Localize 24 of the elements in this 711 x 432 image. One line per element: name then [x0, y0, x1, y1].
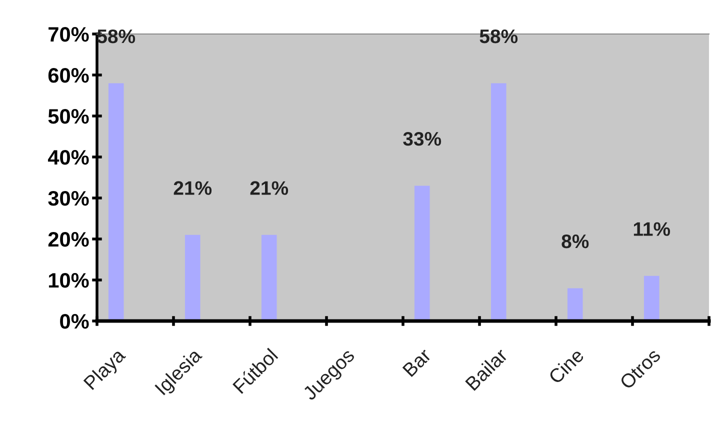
y-tick-label: 20%	[48, 232, 89, 247]
x-tick-label: Cine	[548, 347, 585, 385]
bar	[567, 288, 583, 321]
y-tick-label: 70%	[48, 27, 89, 42]
y-tick-label: 30%	[48, 191, 89, 206]
y-tick-label: 40%	[48, 150, 89, 165]
y-tick-label: 0%	[60, 314, 89, 329]
bar	[644, 276, 660, 321]
data-label: 8%	[562, 234, 589, 248]
data-label: 11%	[634, 222, 670, 236]
data-label: 58%	[480, 29, 518, 44]
bar	[414, 186, 430, 321]
bar	[261, 234, 277, 321]
data-label: 21%	[250, 181, 288, 195]
x-tick-label: Bar	[402, 348, 432, 378]
bar	[490, 83, 506, 321]
y-tick-label: 60%	[48, 68, 89, 83]
bar	[184, 234, 200, 321]
y-tick-label: 50%	[48, 109, 89, 124]
data-label: 21%	[174, 181, 212, 195]
bar	[108, 83, 124, 321]
y-tick-label: 10%	[48, 273, 89, 288]
data-label: 33%	[403, 132, 442, 146]
data-label: 58%	[97, 29, 136, 44]
